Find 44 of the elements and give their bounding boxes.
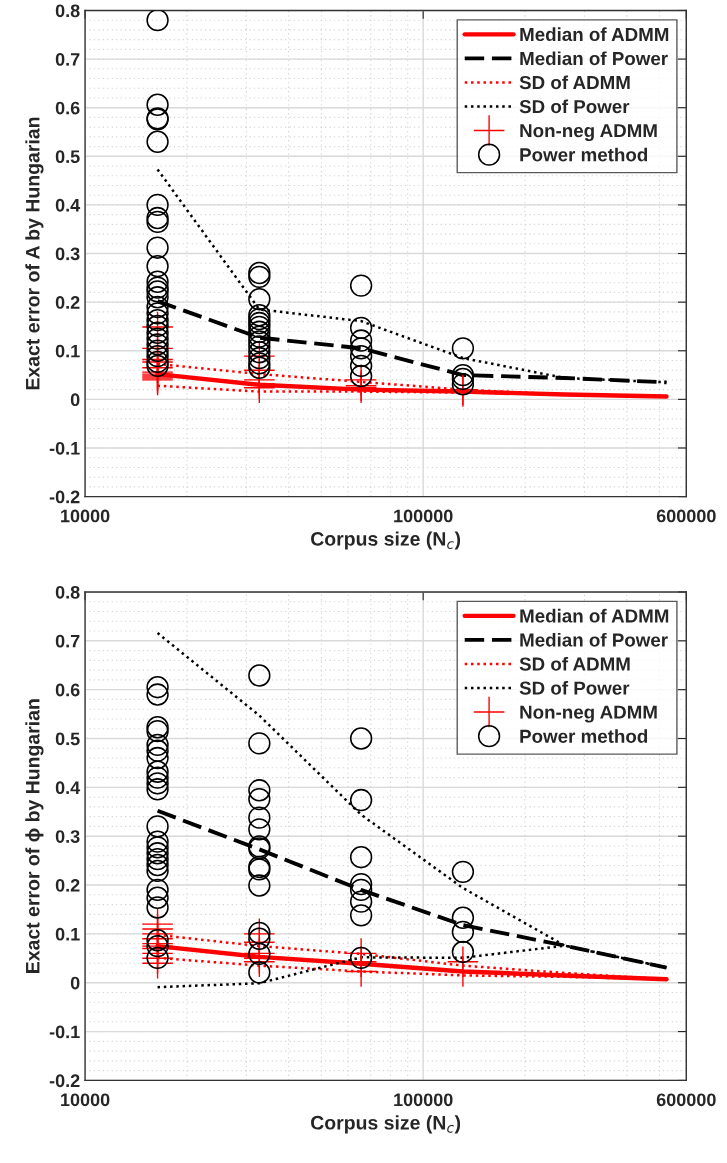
x-tick-label: 600000	[656, 509, 716, 523]
y-tick-label: 0.1	[55, 344, 80, 358]
y-tick-label: 0.6	[55, 683, 80, 697]
x-tick-label: 10000	[61, 1093, 110, 1107]
y-tick-label: 0	[70, 393, 80, 407]
legend-label: SD of Power	[519, 99, 630, 114]
legend-label: Median of ADMM	[520, 608, 669, 623]
legend-label: Power method	[520, 147, 648, 162]
x-tick-label: 100000	[394, 1093, 453, 1107]
y-tick-label: 0.7	[55, 634, 80, 648]
legend-label: Median of Power	[520, 51, 668, 66]
y-tick-label: 0.1	[55, 927, 80, 941]
y-tick-label: 0.4	[55, 781, 81, 795]
legend-label: Power method	[520, 729, 648, 743]
y-tick-label: -0.2	[49, 490, 80, 504]
y-tick-label: 0.3	[55, 247, 80, 261]
x-tick-label: 600000	[656, 1093, 716, 1107]
y-tick-label: 0.5	[55, 150, 80, 164]
y-tick-label: 0.4	[55, 198, 81, 212]
x-tick-label: 100000	[394, 509, 453, 523]
y-tick-label: 0.7	[55, 53, 80, 66]
y-tick-label: 0.8	[55, 4, 80, 18]
y-tick-label: -0.2	[49, 1074, 80, 1088]
y-tick-label: 0	[70, 976, 80, 990]
legend-label: SD of Power	[519, 680, 630, 695]
y-tick-label: -0.1	[49, 441, 80, 455]
legend-label: SD of ADMM	[519, 75, 630, 90]
y-tick-label: 0.6	[55, 101, 80, 115]
y-tick-label: 0.8	[55, 585, 80, 599]
y-tick-label: -0.1	[49, 1025, 80, 1039]
y-axis-title: Exact error of ϕ by Hungarian	[25, 699, 44, 973]
legend-label: SD of ADMM	[519, 656, 630, 671]
x-axis-title: Corpus size (N$_{c}$)	[311, 531, 461, 550]
legend-label: Median of ADMM	[520, 27, 669, 42]
y-tick-label: 0.5	[55, 732, 80, 746]
y-tick-label: 0.2	[55, 296, 80, 309]
x-tick-label: 10000	[61, 509, 110, 523]
y-tick-label: 0.3	[55, 830, 80, 843]
legend-label: Non-neg ADMM	[520, 705, 657, 723]
legend-label: Median of Power	[520, 632, 668, 647]
legend-label: Non-neg ADMM	[520, 124, 657, 142]
y-tick-label: 0.2	[55, 878, 80, 892]
x-axis-title: Corpus size (N$_{c}$)	[311, 1115, 461, 1134]
y-axis-title: Exact error of A by Hungarian	[25, 117, 44, 390]
